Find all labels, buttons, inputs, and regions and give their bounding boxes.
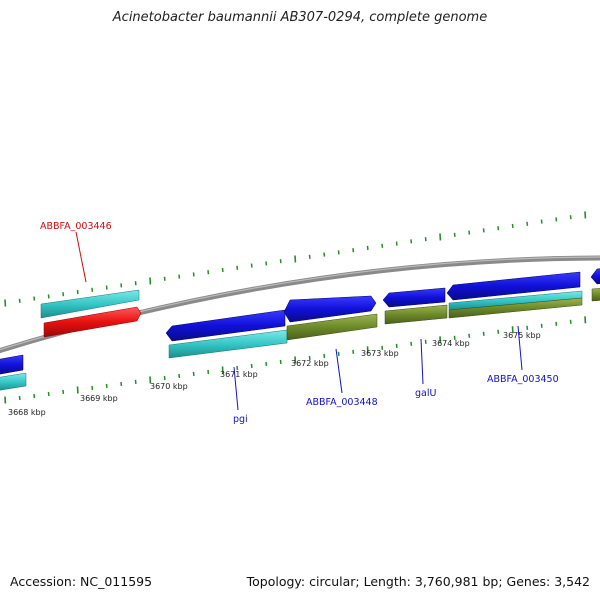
leader-ABBFA_003448	[335, 348, 343, 394]
gene-label-pgi[interactable]: pgi	[233, 414, 248, 425]
kbp-label: 3671 kbp	[220, 370, 258, 379]
leader-ABBFA_003446	[75, 231, 87, 283]
gene-right-edge-reverse[interactable]	[591, 288, 600, 302]
kbp-label: 3668 kbp	[8, 408, 46, 417]
gene-pgi-reverse[interactable]	[168, 329, 288, 359]
gene-galU[interactable]	[382, 287, 446, 308]
gene-right-edge[interactable]	[590, 268, 600, 285]
gene-label-ABBFA_003450[interactable]: ABBFA_003450	[487, 374, 559, 385]
kbp-label: 3669 kbp	[80, 394, 118, 403]
gene-pgi[interactable]	[165, 309, 286, 342]
gene-ABBFA_003448-reverse[interactable]	[286, 313, 378, 341]
gene-ABBFA_003450-reverse-olive[interactable]	[448, 297, 583, 319]
accession-text: Accession: NC_011595	[10, 574, 153, 589]
genome-summary-text: Topology: circular; Length: 3,760,981 bp…	[246, 574, 590, 589]
leader-ABBFA_003450	[517, 325, 523, 371]
kbp-label: 3675 kbp	[503, 331, 541, 340]
gene-left-edge-cyan[interactable]	[0, 372, 27, 391]
gene-label-ABBFA_003448[interactable]: ABBFA_003448	[306, 397, 378, 408]
kbp-label: 3672 kbp	[291, 359, 329, 368]
leader-pgi	[233, 366, 239, 411]
gene-label-ABBFA_003446[interactable]: ABBFA_003446	[40, 221, 112, 232]
kbp-label: 3670 kbp	[150, 382, 188, 391]
gene-ABBFA_003446-body[interactable]	[43, 306, 142, 338]
map-title: Acinetobacter baumannii AB307-0294, comp…	[112, 10, 488, 25]
kbp-label: 3674 kbp	[432, 339, 470, 348]
gene-label-galU[interactable]: galU	[415, 388, 436, 399]
kbp-label: 3673 kbp	[361, 349, 399, 358]
gene-left-edge-blue[interactable]	[0, 354, 24, 375]
inner-tick-ring	[4, 316, 587, 404]
gene-ABBFA_003448[interactable]	[283, 295, 377, 323]
leader-galU	[420, 338, 424, 385]
outer-tick-ring	[4, 211, 587, 307]
gene-galU-reverse[interactable]	[384, 304, 448, 325]
gene-ABBFA_003446-forward[interactable]	[40, 289, 140, 319]
gene-ABBFA_003450[interactable]	[446, 271, 581, 301]
